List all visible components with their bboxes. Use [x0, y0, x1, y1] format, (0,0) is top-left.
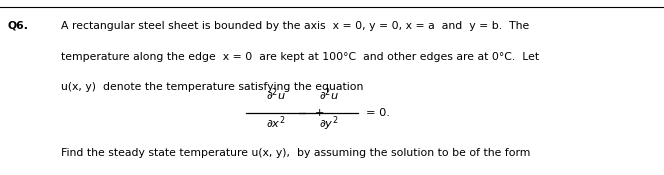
Text: $\partial y^2$: $\partial y^2$ [319, 115, 339, 133]
Text: $\partial^2u$: $\partial^2u$ [266, 87, 286, 103]
Text: = 0.: = 0. [366, 108, 390, 118]
Text: $\partial x^2$: $\partial x^2$ [266, 115, 286, 131]
Text: temperature along the edge  x = 0  are kept at 100°C  and other edges are at 0°C: temperature along the edge x = 0 are kep… [61, 52, 539, 62]
Text: u(x, y)  denote the temperature satisfying the equation: u(x, y) denote the temperature satisfyin… [61, 82, 363, 92]
Text: $\partial^2u$: $\partial^2u$ [319, 87, 339, 103]
Text: Q6.: Q6. [8, 21, 29, 31]
Text: A rectangular steel sheet is bounded by the axis  x = 0, y = 0, x = a  and  y = : A rectangular steel sheet is bounded by … [61, 21, 529, 31]
Text: Find the steady state temperature u(x, y),  by assuming the solution to be of th: Find the steady state temperature u(x, y… [61, 148, 531, 158]
Text: +: + [315, 108, 324, 118]
